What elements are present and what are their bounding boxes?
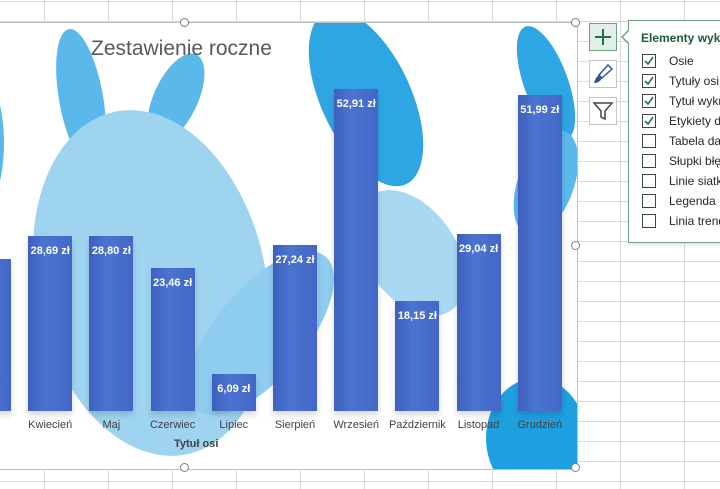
resize-handle-top-center[interactable]: [180, 18, 189, 27]
data-label[interactable]: 28,80 zł: [91, 244, 131, 257]
checkbox-checked[interactable]: [642, 94, 656, 108]
plus-icon: [595, 29, 611, 45]
category-label: Wrzesień: [333, 419, 380, 431]
category-label: Sierpień: [274, 419, 316, 431]
bar-5[interactable]: [211, 373, 256, 411]
flyout-pointer-inner: [623, 30, 630, 44]
option-label: Tytuły osi: [669, 74, 720, 88]
option-label: Tabela danych: [669, 134, 720, 148]
chart-elements-panel: Elementy wykresu Osie Tytuły osi Tytuł wyk…: [628, 20, 720, 243]
checkbox-unchecked[interactable]: [642, 174, 656, 188]
bar-1[interactable]: [0, 258, 11, 411]
checkbox-unchecked[interactable]: [642, 214, 656, 228]
resize-handle-top-right[interactable]: [571, 18, 580, 27]
option-label: Linie siatki: [669, 174, 720, 188]
bar-10[interactable]: [517, 94, 562, 411]
data-label[interactable]: 6,09 zł: [217, 382, 251, 395]
checkmark-icon: [644, 96, 654, 106]
option-label: Słupki błędów: [669, 154, 720, 168]
bar-6[interactable]: [273, 245, 317, 411]
category-label: Listopad: [457, 419, 500, 431]
checkbox-checked[interactable]: [642, 74, 656, 88]
chart-elements-button[interactable]: [589, 23, 617, 51]
option-label: Etykiety danych: [669, 114, 720, 128]
data-label[interactable]: 51,99 zł: [520, 103, 560, 116]
checkmark-icon: [644, 116, 654, 126]
category-label: Czerwiec: [149, 419, 196, 431]
category-label: Październik: [388, 419, 446, 431]
option-label: Legenda: [669, 194, 716, 208]
data-label[interactable]: 18,15 zł: [397, 309, 437, 322]
chart-styles-button[interactable]: [589, 60, 617, 88]
resize-handle-right-center[interactable]: [571, 241, 580, 250]
checkmark-icon: [644, 56, 654, 66]
data-label[interactable]: 52,91 zł: [336, 98, 376, 111]
data-label[interactable]: 23,46 zł: [153, 277, 193, 290]
option-label: Osie: [669, 54, 694, 68]
checkmark-icon: [644, 76, 654, 86]
checkbox-checked[interactable]: [642, 54, 656, 68]
bar-4[interactable]: [150, 268, 195, 411]
chart-filters-button[interactable]: [589, 97, 617, 125]
data-label[interactable]: 28,69 zł: [30, 245, 70, 258]
checkbox-checked[interactable]: [642, 114, 656, 128]
bar-8[interactable]: [395, 300, 440, 411]
resize-handle-bottom-center[interactable]: [180, 463, 189, 472]
chart-area[interactable]: Zestawienie roczne 28,69 zł Kwiecień 28,80…: [0, 22, 578, 470]
checkbox-unchecked[interactable]: [642, 134, 656, 148]
checkbox-unchecked[interactable]: [642, 194, 656, 208]
chart-title[interactable]: Zestawienie roczne: [91, 37, 272, 60]
category-label: Maj: [102, 419, 121, 431]
plot-area[interactable]: 28,69 zł Kwiecień 28,80 zł Maj 23,46 zł Czerw…: [0, 23, 577, 469]
category-label: Grudzień: [517, 419, 563, 431]
bar-3[interactable]: [89, 235, 134, 411]
filter-icon: [592, 102, 614, 121]
option-label: Tytuł wykresu: [669, 94, 720, 108]
option-label: Linia trendu: [669, 214, 720, 228]
bar-9[interactable]: [456, 234, 501, 411]
bar-7[interactable]: [334, 89, 379, 411]
data-label[interactable]: 27,24 zł: [275, 254, 315, 267]
x-axis-title[interactable]: Tytuł osi: [174, 438, 219, 450]
resize-handle-bottom-right[interactable]: [571, 463, 580, 472]
category-label: Kwiecień: [28, 419, 73, 431]
bar-2[interactable]: [28, 236, 73, 411]
data-label[interactable]: 29,04 zł: [459, 243, 499, 256]
panel-title: Elementy wykresu: [641, 31, 720, 45]
checkbox-unchecked[interactable]: [642, 154, 656, 168]
brush-icon: [594, 63, 614, 83]
category-label: Lipiec: [219, 419, 249, 431]
